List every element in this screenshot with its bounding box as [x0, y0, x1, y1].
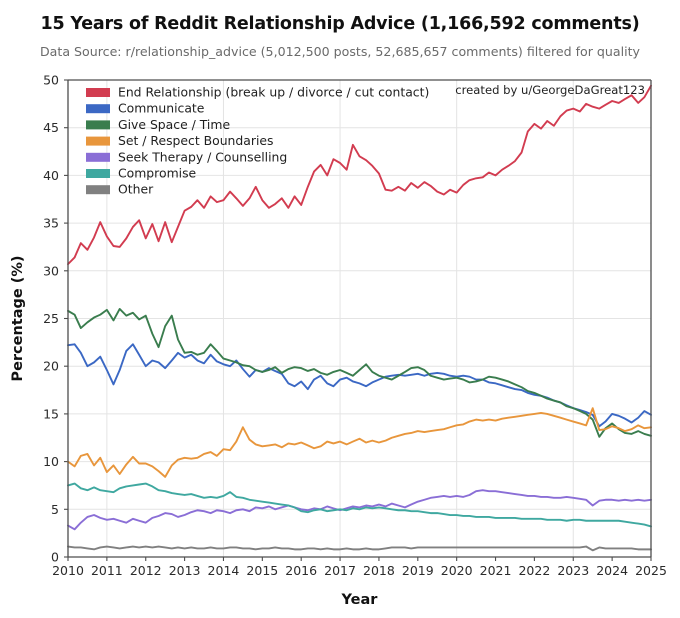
series-line-2: [67, 308, 652, 438]
axis-spines-group: [67, 79, 652, 558]
x-tick-label: 2014: [208, 563, 240, 578]
legend-label-6: Other: [118, 182, 154, 197]
x-tick-label: 2011: [91, 563, 123, 578]
x-tick-label: 2019: [402, 563, 434, 578]
x-tick-label: 2024: [596, 563, 628, 578]
x-tick-label: 2025: [635, 563, 667, 578]
y-tick-label: 45: [43, 120, 59, 135]
y-tick-labels-group: 0 5 10 15 20 25 30 35 40 45 50: [43, 73, 59, 565]
x-tick-label: 2012: [130, 563, 162, 578]
x-tick-label: 2016: [285, 563, 317, 578]
legend-swatch-0: [86, 88, 110, 97]
series-line-4: [67, 489, 652, 531]
x-tick-label: 2020: [441, 563, 473, 578]
y-tick-label: 30: [43, 263, 59, 278]
credit-attribution: created by u/GeorgeDaGreat123: [455, 83, 645, 97]
x-tickmarks-group: [67, 557, 652, 561]
chart-subtitle: Data Source: r/relationship_advice (5,01…: [39, 44, 641, 59]
y-tick-label: 0: [51, 550, 59, 565]
series-line-6: [67, 545, 652, 552]
x-tick-label: 2018: [363, 563, 395, 578]
legend-label-0: End Relationship (break up / divorce / c…: [118, 85, 429, 100]
legend-label-1: Communicate: [118, 101, 204, 116]
x-tick-label: 2022: [518, 563, 550, 578]
page-title: 15 Years of Reddit Relationship Advice (…: [40, 14, 640, 34]
x-tick-label: 2015: [246, 563, 278, 578]
y-tick-label: 35: [43, 216, 59, 231]
series-line-5: [67, 482, 652, 528]
y-tick-label: 25: [43, 311, 59, 326]
y-tick-label: 40: [43, 168, 59, 183]
legend-swatch-4: [86, 152, 110, 162]
legend-swatch-6: [86, 185, 110, 195]
x-tick-label: 2010: [52, 563, 84, 578]
legend-swatch-5: [86, 169, 110, 178]
x-tick-label: 2023: [557, 563, 589, 578]
y-tick-label: 20: [43, 359, 59, 374]
legend-swatch-3: [86, 136, 110, 146]
legend-label-4: Seek Therapy / Counselling: [118, 149, 287, 164]
legend-swatch-2: [86, 120, 110, 130]
x-tick-label: 2013: [169, 563, 201, 578]
y-tick-label: 5: [51, 502, 59, 517]
y-tick-label: 15: [43, 406, 59, 421]
legend-label-3: Set / Respect Boundaries: [118, 133, 274, 148]
y-tickmarks-group: [64, 79, 68, 558]
x-tick-label: 2021: [480, 563, 512, 578]
x-axis-title: Year: [341, 592, 379, 608]
x-tick-label: 2017: [324, 563, 356, 578]
chart-legend: End Relationship (break up / divorce / c…: [86, 85, 429, 197]
y-tick-label: 50: [43, 73, 59, 88]
legend-label-2: Give Space / Time: [118, 117, 230, 132]
legend-label-5: Compromise: [118, 166, 196, 181]
series-line-0: [67, 84, 652, 266]
x-tick-labels-group: 2010 2011 2012 2013 2014 2015 2016 2017 2018 2019…: [52, 563, 667, 578]
series-lines-group: [67, 84, 652, 552]
y-tick-label: 10: [43, 454, 59, 469]
series-line-3: [67, 407, 652, 478]
y-axis-title: Percentage (%): [10, 255, 26, 381]
legend-swatch-1: [86, 104, 110, 114]
